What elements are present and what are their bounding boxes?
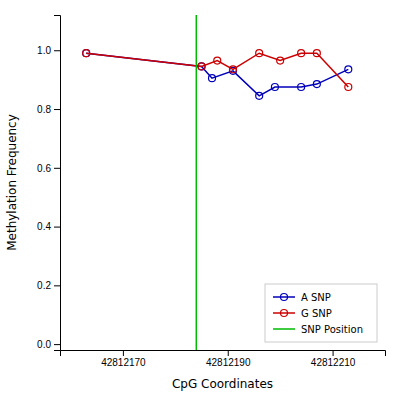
y-axis-tick-label: 0.2 [37, 280, 51, 291]
legend-swatch [273, 296, 295, 298]
y-axis: 0.0 0.2 0.4 0.6 0.8 1.0 [37, 16, 60, 351]
legend-label: G SNP [301, 308, 332, 319]
plot-area [83, 15, 352, 350]
y-axis-tick-mark [54, 50, 60, 51]
x-axis-tick-label: 42812190 [206, 357, 251, 368]
series-point [83, 50, 90, 57]
snp-line [196, 15, 198, 350]
series-point [277, 57, 284, 64]
legend-item: SNP Position [273, 324, 363, 335]
legend-label: A SNP [301, 292, 331, 303]
y-axis-tick-mark [54, 344, 60, 345]
x-axis-tick-mark [333, 350, 334, 356]
y-axis-tick: 0.0 [37, 339, 60, 350]
y-axis-tick-mark [54, 168, 60, 169]
series-point [214, 57, 221, 64]
y-axis-line [54, 16, 61, 351]
legend-item: G SNP [273, 308, 332, 319]
series-line [86, 53, 348, 87]
y-axis-tick-mark [54, 285, 60, 286]
y-axis-tick-label: 0.0 [37, 339, 51, 350]
y-axis-tick-mark [54, 227, 60, 228]
x-axis-tick-mark [123, 350, 124, 356]
y-axis-tick: 0.4 [37, 221, 60, 232]
x-axis-line [61, 351, 386, 357]
series-point [198, 63, 205, 70]
y-axis-tick: 0.6 [37, 163, 60, 174]
series-point [345, 66, 352, 73]
x-axis-tick: 42812170 [101, 350, 146, 368]
legend-marker [281, 294, 288, 301]
x-axis-title: CpG Coordinates [172, 377, 273, 391]
series-point [256, 50, 263, 57]
y-axis-tick-label: 1.0 [37, 45, 51, 56]
x-axis-tick-mark [228, 350, 229, 356]
series-point [298, 50, 305, 57]
series-point [313, 81, 320, 88]
series-line [86, 53, 348, 96]
series-point [298, 83, 305, 90]
legend-swatch [273, 328, 295, 330]
y-axis-tick: 1.0 [37, 45, 60, 56]
y-axis-tick: 0.8 [37, 104, 60, 115]
legend: A SNP G SNP SNP Position [265, 284, 377, 342]
x-axis-tick: 42812190 [206, 350, 251, 368]
y-axis-tick-label: 0.4 [37, 221, 51, 232]
x-axis: 42812170 42812190 42812210 [61, 350, 386, 368]
legend-marker [281, 310, 288, 317]
series-point [271, 83, 278, 90]
series-point [229, 66, 236, 73]
y-axis-title: Methylation Frequency [5, 114, 19, 251]
chart: 42812170 42812190 42812210 0.0 0.2 0.4 0.6 0.8 1… [0, 0, 400, 400]
series-point [345, 83, 352, 90]
legend-label: SNP Position [301, 324, 363, 335]
series-point [256, 92, 263, 99]
legend-item: A SNP [273, 292, 331, 303]
series-point [313, 50, 320, 57]
legend-swatch [273, 312, 295, 314]
x-axis-tick-label: 42812170 [101, 357, 146, 368]
y-axis-tick-label: 0.6 [37, 163, 51, 174]
series-point [209, 75, 216, 82]
y-axis-tick: 0.2 [37, 280, 60, 291]
x-axis-tick-label: 42812210 [311, 357, 356, 368]
legend-box [265, 284, 377, 342]
y-axis-tick-label: 0.8 [37, 104, 51, 115]
y-axis-tick-mark [54, 109, 60, 110]
x-axis-tick: 42812210 [311, 350, 356, 368]
